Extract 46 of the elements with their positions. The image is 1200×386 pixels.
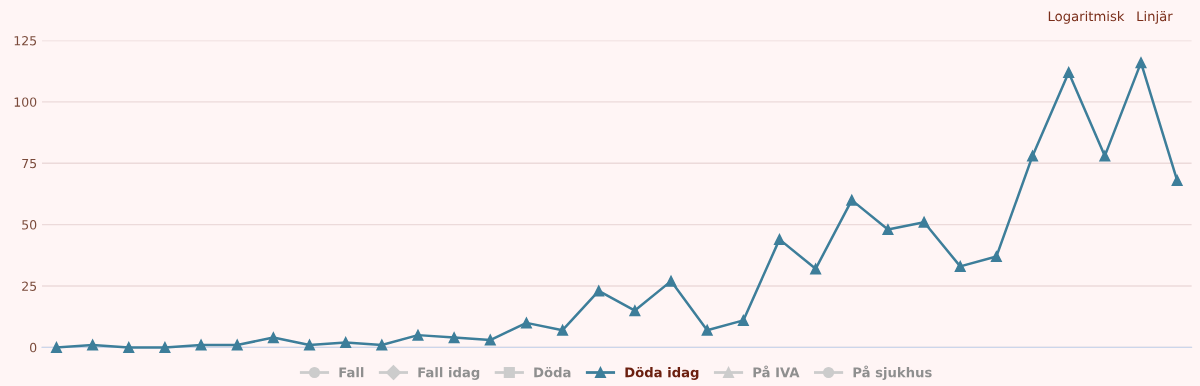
y-tick-label: 50 xyxy=(22,220,37,230)
legend-label: På sjukhus xyxy=(853,365,932,380)
point xyxy=(448,332,460,344)
legend-label: Döda xyxy=(534,366,571,378)
point xyxy=(737,314,749,326)
legend-label: Fall idag xyxy=(418,367,480,380)
point xyxy=(1063,66,1075,79)
legend-label: Döda idag xyxy=(625,366,699,380)
legend-label: På IVA xyxy=(753,365,800,378)
point xyxy=(340,336,352,349)
point xyxy=(1171,174,1183,187)
point xyxy=(882,224,894,236)
point xyxy=(412,329,424,341)
point xyxy=(557,324,569,336)
point xyxy=(303,339,316,351)
text: Linjär xyxy=(1137,10,1173,24)
y-tick-label: 25 xyxy=(22,281,37,291)
point xyxy=(231,339,243,351)
point xyxy=(376,339,388,351)
text: Logaritmisk xyxy=(1048,10,1125,24)
point xyxy=(990,251,1002,263)
point xyxy=(87,339,99,351)
point xyxy=(123,341,135,353)
point xyxy=(1026,150,1039,162)
point xyxy=(195,339,207,351)
y-tick-label: 0 xyxy=(30,342,37,353)
y-tick-label: 75 xyxy=(22,158,37,169)
point xyxy=(1135,57,1147,69)
y-tick-label: 100 xyxy=(14,97,37,107)
point xyxy=(701,324,713,336)
point xyxy=(665,275,677,287)
legend-label: Fall xyxy=(339,367,364,378)
point xyxy=(593,285,605,297)
point xyxy=(159,341,171,353)
point xyxy=(773,233,786,245)
point xyxy=(267,332,279,344)
point xyxy=(520,317,532,329)
point xyxy=(954,260,966,272)
point xyxy=(846,194,858,206)
point xyxy=(50,341,63,353)
point xyxy=(810,263,822,275)
point xyxy=(484,334,496,346)
y-tick-label: 125 xyxy=(14,36,37,46)
point xyxy=(629,305,641,317)
point xyxy=(1099,150,1111,162)
point xyxy=(918,216,930,228)
